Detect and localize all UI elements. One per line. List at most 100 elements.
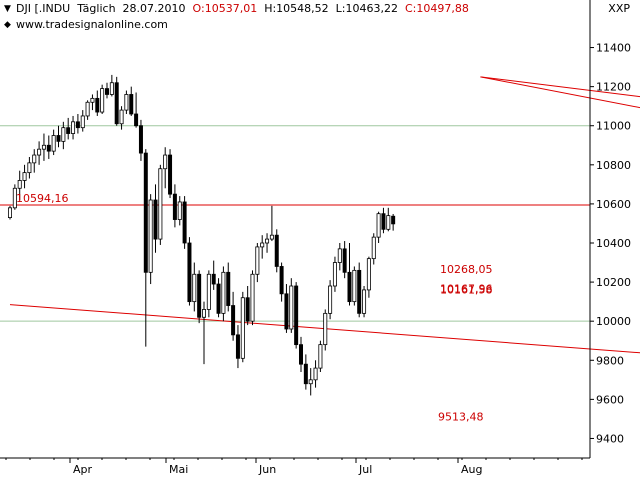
candle-down: [298, 344, 303, 365]
candle-up: [386, 215, 391, 230]
candle-up: [376, 213, 381, 238]
trendline: [9, 304, 640, 354]
close-value: C:10497,88: [405, 2, 469, 15]
candle-up: [32, 154, 37, 164]
axes: 9400 9600 9800 10000 10200 10400 10600 10800 110…: [0, 0, 631, 476]
candle-up: [313, 367, 318, 381]
candle-up: [362, 289, 367, 314]
candle-up: [163, 154, 168, 170]
line-value-label: 10161,58: [440, 284, 493, 297]
candle-down: [342, 248, 347, 273]
period-label[interactable]: Täglich: [77, 2, 116, 15]
candle-up: [7, 207, 12, 218]
candle-down: [168, 154, 173, 195]
candle-down: [197, 273, 202, 318]
candle-up: [352, 269, 357, 303]
candle-up: [250, 273, 255, 322]
candle-down: [153, 199, 158, 240]
candle-down: [182, 201, 187, 244]
candle-down: [187, 242, 192, 303]
candle-up: [192, 273, 197, 303]
candle-down: [129, 94, 134, 115]
candle-up: [51, 135, 56, 152]
chart-header: DJI [.INDU Täglich 28.07.2010 O:10537,01…: [16, 2, 469, 15]
symbol-label[interactable]: DJI [.INDU: [16, 2, 71, 15]
candle-up: [85, 101, 90, 117]
corner-label[interactable]: XXP: [608, 2, 630, 15]
high-value: H:10548,52: [264, 2, 329, 15]
candle-down: [95, 97, 100, 113]
candle-down: [172, 193, 177, 220]
x-tick-label: Jul: [358, 463, 372, 476]
triangle-down-icon[interactable]: ▼: [4, 4, 11, 14]
candle-up: [308, 379, 313, 385]
horizontal-line-label: 10594,16: [16, 192, 69, 205]
candle-up: [366, 258, 371, 291]
candle-down: [303, 363, 308, 385]
y-tick-label: 11000: [596, 120, 631, 133]
candle-up: [22, 172, 27, 181]
y-tick-label: 11400: [596, 42, 631, 55]
candle-up: [269, 234, 274, 240]
candle-up: [17, 180, 22, 189]
candle-down: [138, 125, 143, 154]
candle-down: [143, 152, 148, 273]
x-tick-label: Mai: [169, 463, 188, 476]
y-tick-label: 10000: [596, 315, 631, 328]
open-value: O:10537,01: [192, 2, 258, 15]
y-tick-label: 11200: [596, 81, 631, 94]
candle-down: [294, 285, 299, 346]
website-label[interactable]: www.tradesignalonline.com: [16, 18, 168, 31]
x-tick-label: Apr: [73, 463, 93, 476]
candle-down: [284, 293, 289, 330]
line-value-label: 10167,96: [440, 282, 493, 295]
x-tick-label: Jun: [258, 463, 276, 476]
candle-down: [134, 113, 139, 127]
candles: [7, 74, 396, 396]
y-tick-label: 10200: [596, 276, 631, 289]
candle-up: [201, 309, 206, 318]
candle-up: [12, 187, 17, 209]
candle-down: [211, 273, 216, 285]
candle-down: [279, 266, 284, 295]
candle-down: [245, 297, 250, 322]
candle-up: [255, 246, 260, 275]
candle-up: [41, 144, 46, 150]
candle-up: [332, 262, 337, 287]
candle-up: [61, 127, 66, 142]
candle-down: [114, 82, 119, 125]
y-tick-label: 9400: [596, 432, 624, 445]
x-tick-label: Aug: [461, 463, 482, 476]
candle-up: [100, 88, 105, 113]
candle-down: [347, 271, 352, 303]
candle-up: [37, 148, 42, 156]
candle-down: [231, 305, 236, 336]
line-value-label: 9513,48: [438, 410, 484, 423]
candle-up: [240, 297, 245, 359]
candle-down: [46, 144, 51, 152]
candle-up: [27, 162, 32, 174]
candle-down: [391, 215, 396, 225]
candle-up: [119, 109, 124, 125]
candle-up: [124, 94, 129, 111]
candle-down: [357, 269, 362, 314]
candle-down: [75, 121, 80, 129]
candle-up: [221, 271, 226, 314]
y-tick-label: 10800: [596, 159, 631, 172]
candle-down: [105, 88, 110, 95]
candle-up: [337, 248, 342, 263]
candle-up: [323, 312, 328, 346]
candle-up: [371, 236, 376, 260]
candle-up: [71, 121, 76, 134]
candle-up: [177, 201, 182, 220]
date-label: 28.07.2010: [122, 2, 186, 15]
candle-up: [328, 285, 333, 314]
candle-up: [90, 97, 95, 103]
candle-up: [318, 344, 323, 369]
candle-down: [274, 234, 279, 267]
y-tick-label: 10400: [596, 237, 631, 250]
candle-up: [289, 285, 294, 330]
candle-up: [109, 82, 114, 95]
